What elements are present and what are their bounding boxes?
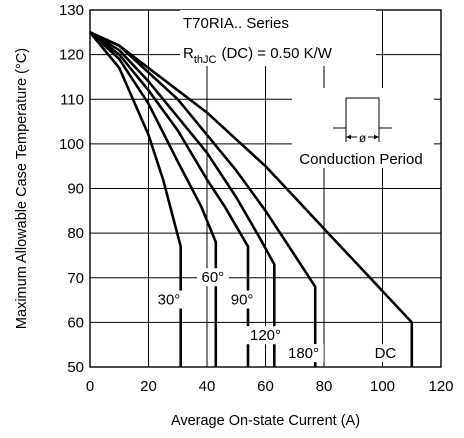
x-axis-title: Average On-state Current (A) bbox=[171, 413, 360, 429]
x-tick-label: 120 bbox=[428, 378, 453, 395]
conduction-period-label: Conduction Period bbox=[299, 151, 422, 168]
series-curves bbox=[88, 31, 414, 367]
y-tick-label: 120 bbox=[59, 47, 84, 64]
y-tick-label: 100 bbox=[59, 136, 84, 153]
y-tick-label: 80 bbox=[67, 225, 84, 242]
series-line bbox=[89, 31, 276, 367]
series-label: 60° bbox=[202, 269, 225, 286]
series-label-background bbox=[226, 290, 258, 309]
series-label: DC bbox=[375, 345, 397, 362]
x-tick-label: 20 bbox=[140, 378, 157, 395]
series-line bbox=[89, 31, 317, 367]
y-tick-label: 60 bbox=[67, 314, 84, 331]
y-axis-ticks: 50 60 70 80 90 100 110 120 130 bbox=[59, 2, 84, 376]
x-tick-label: 0 bbox=[86, 378, 94, 395]
conduction-period-icon: ø bbox=[333, 97, 392, 145]
series-line bbox=[89, 31, 414, 367]
rth-value: (DC) = 0.50 K/W bbox=[221, 45, 332, 62]
x-tick-label: 40 bbox=[199, 378, 216, 395]
inset-background bbox=[292, 88, 434, 168]
y-tick-label: 110 bbox=[60, 91, 84, 108]
phi-symbol: ø bbox=[359, 131, 367, 145]
y-tick-label: 90 bbox=[67, 181, 84, 198]
x-tick-label: 80 bbox=[316, 378, 333, 395]
series-label-background bbox=[245, 326, 286, 345]
y-tick-label: 70 bbox=[67, 270, 84, 287]
series-label-background bbox=[196, 268, 229, 287]
x-tick-label: 60 bbox=[257, 378, 274, 395]
series-line bbox=[89, 31, 218, 367]
x-tick-label: 100 bbox=[370, 378, 395, 395]
annotation-background bbox=[180, 10, 376, 66]
series-label-background bbox=[283, 344, 324, 363]
series-label-background bbox=[153, 290, 185, 309]
series-label: 180° bbox=[288, 345, 319, 362]
rth-main: R bbox=[183, 45, 194, 62]
y-axis-title: Maximum Allowable Case Temperature (°C) bbox=[14, 48, 30, 329]
series-title: T70RIA.. Series bbox=[183, 15, 289, 32]
x-axis-ticks: 0 20 40 60 80 100 120 bbox=[86, 378, 454, 395]
series-label: 30° bbox=[158, 292, 181, 309]
series-label-background bbox=[373, 344, 398, 363]
series-label: 90° bbox=[231, 292, 254, 309]
y-tick-label: 130 bbox=[59, 2, 84, 19]
thermal-resistance-note: RthJC (DC) = 0.50 K/W bbox=[183, 45, 333, 66]
y-tick-label: 50 bbox=[67, 359, 84, 376]
series-labels: 30° 60° 90° 120° 180° DC bbox=[153, 268, 398, 363]
series-label: 120° bbox=[250, 327, 281, 344]
rth-subscript: thJC bbox=[194, 54, 217, 66]
series-line bbox=[89, 31, 250, 367]
series-line bbox=[88, 31, 182, 367]
